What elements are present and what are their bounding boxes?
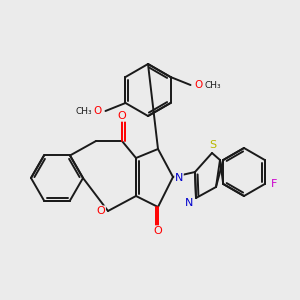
Text: N: N [175, 173, 183, 183]
Text: CH₃: CH₃ [75, 106, 92, 116]
Text: S: S [209, 140, 217, 150]
Text: N: N [185, 198, 193, 208]
Text: O: O [97, 206, 105, 216]
Text: CH₃: CH₃ [204, 80, 221, 89]
Text: O: O [154, 226, 162, 236]
Text: F: F [271, 179, 277, 189]
Text: O: O [118, 111, 126, 121]
Text: O: O [194, 80, 202, 90]
Text: O: O [93, 106, 102, 116]
